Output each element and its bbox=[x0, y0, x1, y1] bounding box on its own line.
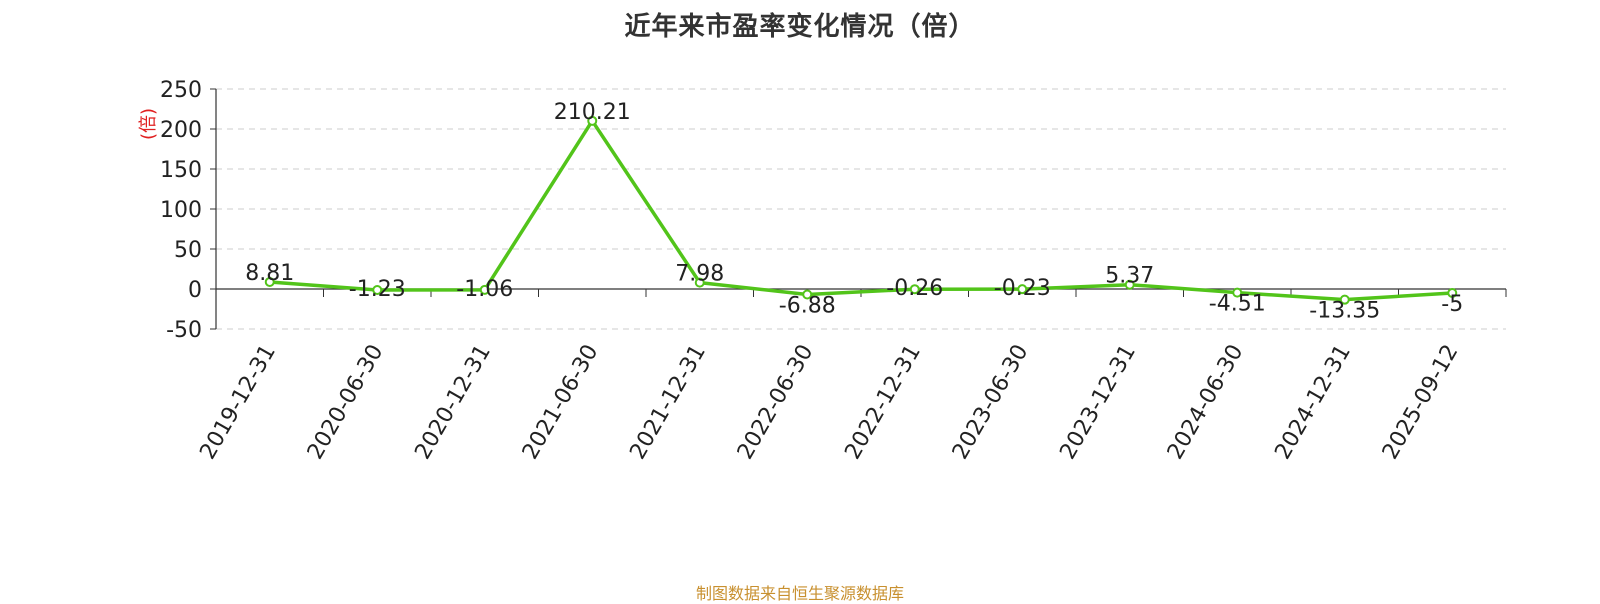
data-point bbox=[694, 277, 705, 288]
y-tick-label: 50 bbox=[174, 238, 202, 263]
data-label: 8.81 bbox=[245, 261, 294, 286]
data-label: -0.23 bbox=[994, 276, 1051, 301]
x-tick-label: 2020-12-31 bbox=[410, 341, 496, 464]
data-label: -13.35 bbox=[1309, 299, 1380, 324]
data-point bbox=[909, 284, 920, 295]
x-tick-label: 2024-12-31 bbox=[1270, 341, 1356, 464]
x-tick-label: 2023-06-30 bbox=[948, 341, 1034, 464]
data-labels: 8.81 -1.23 -1.06 210.21 7.98 -6.88 -0.26 -0.23 5… bbox=[245, 100, 1463, 324]
y-axis-label: (倍) bbox=[138, 108, 159, 140]
data-point bbox=[1017, 284, 1028, 295]
y-tick-label: 150 bbox=[160, 158, 202, 183]
y-tick-labels: 250 200 150 100 50 0 -50 bbox=[160, 78, 202, 343]
x-tick-label: 2021-06-30 bbox=[518, 341, 604, 464]
y-tick-label: 100 bbox=[160, 198, 202, 223]
y-tick-label: 250 bbox=[160, 78, 202, 103]
y-tick-label: 200 bbox=[160, 118, 202, 143]
x-tick-label: 2022-06-30 bbox=[733, 341, 819, 464]
x-tick-label: 2024-06-30 bbox=[1163, 341, 1249, 464]
data-label: -1.23 bbox=[349, 277, 406, 302]
chart-title: 近年来市盈率变化情况（倍） bbox=[624, 12, 976, 42]
series-line bbox=[264, 115, 1458, 305]
data-label: -1.06 bbox=[456, 277, 513, 302]
data-point bbox=[587, 115, 598, 126]
y-tick-label: 0 bbox=[188, 278, 202, 303]
data-point bbox=[264, 276, 275, 287]
data-point bbox=[1124, 279, 1135, 290]
data-label: -0.26 bbox=[886, 276, 943, 301]
y-tick-label: -50 bbox=[166, 318, 202, 343]
data-label: -6.88 bbox=[779, 294, 836, 319]
x-tick-label: 2022-12-31 bbox=[840, 341, 926, 464]
x-tick-labels: 2019-12-31 2020-06-30 2020-12-31 2021-06-30… bbox=[195, 341, 1463, 464]
series-polyline bbox=[268, 119, 1454, 302]
data-label: -4.51 bbox=[1209, 292, 1266, 317]
data-point bbox=[802, 289, 813, 300]
data-point bbox=[372, 284, 383, 295]
data-label: 7.98 bbox=[675, 262, 724, 287]
source-note: 制图数据来自恒生聚源数据库 bbox=[695, 584, 904, 603]
data-label: 210.21 bbox=[554, 100, 631, 125]
x-tick-label: 2020-06-30 bbox=[303, 341, 389, 464]
grid-lines bbox=[216, 88, 1506, 330]
data-point bbox=[479, 284, 490, 295]
data-point bbox=[1339, 294, 1350, 305]
data-point bbox=[1447, 288, 1458, 298]
data-label: 5.37 bbox=[1105, 264, 1154, 289]
x-tick-label: 2025-09-12 bbox=[1378, 341, 1464, 464]
x-tick-label: 2019-12-31 bbox=[195, 341, 281, 464]
data-point bbox=[1232, 287, 1243, 298]
data-label: -5 bbox=[1441, 292, 1463, 317]
x-tick-label: 2023-12-31 bbox=[1055, 341, 1141, 464]
x-tick-label: 2021-12-31 bbox=[625, 341, 711, 464]
